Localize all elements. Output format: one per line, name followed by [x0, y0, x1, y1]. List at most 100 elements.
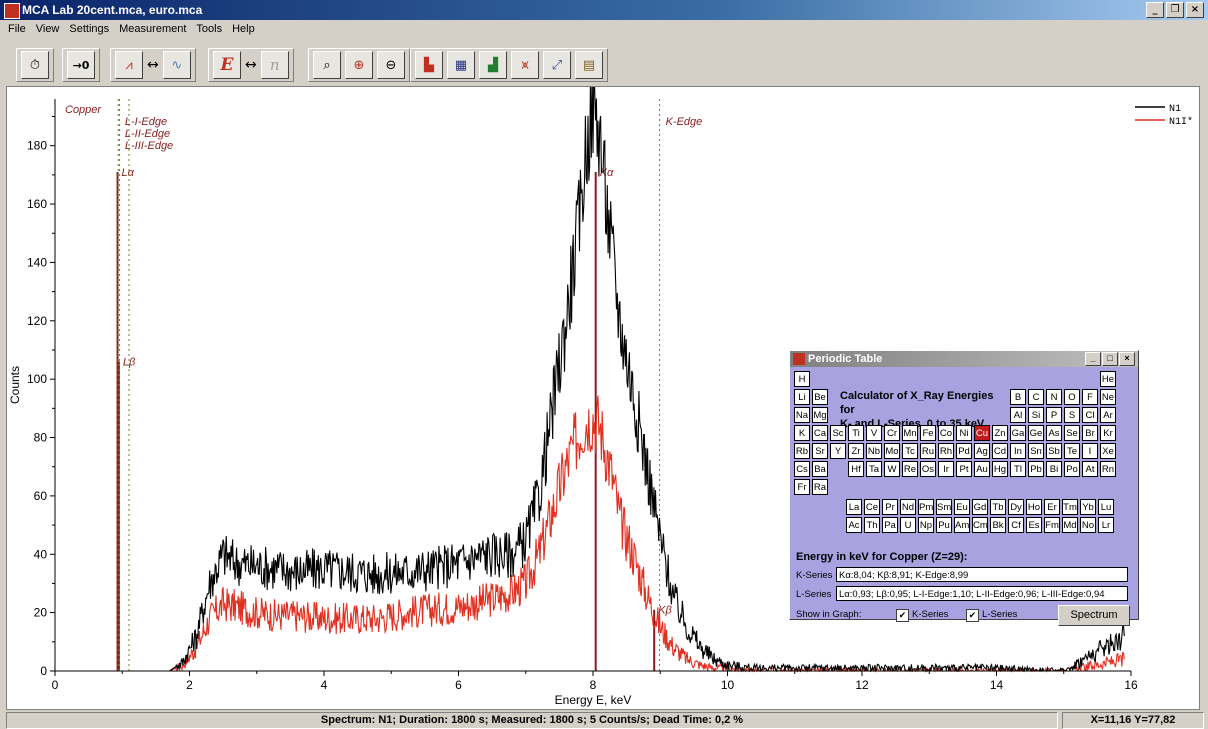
element-h[interactable]: H	[794, 371, 810, 387]
element-ni[interactable]: Ni	[956, 425, 972, 441]
element-be[interactable]: Be	[812, 389, 828, 405]
element-es[interactable]: Es	[1026, 517, 1042, 533]
menu-settings[interactable]: Settings	[69, 23, 110, 35]
element-p[interactable]: P	[1046, 407, 1062, 423]
element-sn[interactable]: Sn	[1028, 443, 1044, 459]
element-au[interactable]: Au	[974, 461, 990, 477]
element-lr[interactable]: Lr	[1098, 517, 1114, 533]
spectrum-tool-5-icon[interactable]: ⤢	[543, 51, 571, 79]
element-re[interactable]: Re	[902, 461, 918, 477]
element-i[interactable]: I	[1082, 443, 1098, 459]
spectrum-tool-1-icon[interactable]: ▙	[415, 51, 443, 79]
element-si[interactable]: Si	[1028, 407, 1044, 423]
periodic-table-titlebar[interactable]: Periodic Table _ □ ×	[790, 351, 1138, 367]
element-xe[interactable]: Xe	[1100, 443, 1116, 459]
element-gd[interactable]: Gd	[972, 499, 988, 515]
element-co[interactable]: Co	[938, 425, 954, 441]
element-ta[interactable]: Ta	[866, 461, 882, 477]
element-b[interactable]: B	[1010, 389, 1026, 405]
element-ge[interactable]: Ge	[1028, 425, 1044, 441]
element-bk[interactable]: Bk	[990, 517, 1006, 533]
peak-view-icon[interactable]: ⩘	[115, 51, 143, 79]
element-mo[interactable]: Mo	[884, 443, 900, 459]
zoom-fit-icon[interactable]: ⌕	[313, 51, 341, 79]
maximize-button[interactable]: □	[1102, 352, 1118, 366]
kseries-value-field[interactable]: Kα:8,04; Kβ:8,91; K-Edge:8,99	[836, 567, 1128, 582]
lseries-checkbox[interactable]: ✔	[966, 609, 979, 622]
periodic-table-dialog[interactable]: Periodic Table _ □ × Calculator of X_Ray…	[789, 350, 1139, 626]
element-ga[interactable]: Ga	[1010, 425, 1026, 441]
element-na[interactable]: Na	[794, 407, 810, 423]
element-n[interactable]: N	[1046, 389, 1062, 405]
element-se[interactable]: Se	[1064, 425, 1080, 441]
element-ac[interactable]: Ac	[846, 517, 862, 533]
element-la[interactable]: La	[846, 499, 862, 515]
element-v[interactable]: V	[866, 425, 882, 441]
element-sb[interactable]: Sb	[1046, 443, 1062, 459]
element-y[interactable]: Y	[830, 443, 846, 459]
element-bi[interactable]: Bi	[1046, 461, 1062, 477]
element-md[interactable]: Md	[1062, 517, 1078, 533]
element-u[interactable]: U	[900, 517, 916, 533]
smooth-view-icon[interactable]: ∿	[162, 51, 191, 79]
element-ag[interactable]: Ag	[974, 443, 990, 459]
element-po[interactable]: Po	[1064, 461, 1080, 477]
spectrum-chart[interactable]: CopperLαLβL-I-EdgeL-II-EdgeL-III-EdgeKαK…	[7, 87, 1199, 709]
element-rn[interactable]: Rn	[1100, 461, 1116, 477]
spectrum-tool-2-icon[interactable]: ▦	[447, 51, 475, 79]
menu-file[interactable]: File	[8, 23, 26, 35]
zoom-in-icon[interactable]: ⊕	[345, 51, 373, 79]
zoom-out-icon[interactable]: ⊖	[377, 51, 405, 79]
restore-button[interactable]: ❐	[1166, 2, 1184, 18]
element-rb[interactable]: Rb	[794, 443, 810, 459]
zero-offset-icon[interactable]: →0	[67, 51, 95, 79]
menu-tools[interactable]: Tools	[196, 23, 223, 35]
spectrum-tool-3-icon[interactable]: ▟	[479, 51, 507, 79]
element-ir[interactable]: Ir	[938, 461, 954, 477]
channel-axis-icon[interactable]: n	[260, 51, 289, 79]
element-nb[interactable]: Nb	[866, 443, 882, 459]
element-sr[interactable]: Sr	[812, 443, 828, 459]
element-fr[interactable]: Fr	[794, 479, 810, 495]
element-cs[interactable]: Cs	[794, 461, 810, 477]
element-mg[interactable]: Mg	[812, 407, 828, 423]
element-eu[interactable]: Eu	[954, 499, 970, 515]
element-zr[interactable]: Zr	[848, 443, 864, 459]
element-s[interactable]: S	[1064, 407, 1080, 423]
element-lu[interactable]: Lu	[1098, 499, 1114, 515]
element-br[interactable]: Br	[1082, 425, 1098, 441]
element-am[interactable]: Am	[954, 517, 970, 533]
close-button[interactable]: ×	[1186, 2, 1204, 18]
element-f[interactable]: F	[1082, 389, 1098, 405]
element-mn[interactable]: Mn	[902, 425, 918, 441]
menu-help[interactable]: Help	[232, 23, 255, 35]
element-ne[interactable]: Ne	[1100, 389, 1116, 405]
element-tb[interactable]: Tb	[990, 499, 1006, 515]
element-c[interactable]: C	[1028, 389, 1044, 405]
spectrum-tool-6-icon[interactable]: ▤	[575, 51, 603, 79]
element-ra[interactable]: Ra	[812, 479, 828, 495]
element-at[interactable]: At	[1082, 461, 1098, 477]
element-os[interactable]: Os	[920, 461, 936, 477]
element-fm[interactable]: Fm	[1044, 517, 1060, 533]
element-sm[interactable]: Sm	[936, 499, 952, 515]
element-k[interactable]: K	[794, 425, 810, 441]
element-in[interactable]: In	[1010, 443, 1026, 459]
element-pr[interactable]: Pr	[882, 499, 898, 515]
element-ho[interactable]: Ho	[1026, 499, 1042, 515]
kseries-checkbox[interactable]: ✔	[896, 609, 909, 622]
element-kr[interactable]: Kr	[1100, 425, 1116, 441]
menu-view[interactable]: View	[35, 23, 60, 35]
element-yb[interactable]: Yb	[1080, 499, 1096, 515]
lseries-value-field[interactable]: Lα:0,93; Lβ:0,95; L-I-Edge:1,10; L-II-Ed…	[836, 586, 1128, 601]
element-ti[interactable]: Ti	[848, 425, 864, 441]
element-pb[interactable]: Pb	[1028, 461, 1044, 477]
element-tl[interactable]: Tl	[1010, 461, 1026, 477]
element-hf[interactable]: Hf	[848, 461, 864, 477]
element-w[interactable]: W	[884, 461, 900, 477]
element-nd[interactable]: Nd	[900, 499, 916, 515]
element-pa[interactable]: Pa	[882, 517, 898, 533]
element-pt[interactable]: Pt	[956, 461, 972, 477]
element-he[interactable]: He	[1100, 371, 1116, 387]
element-hg[interactable]: Hg	[992, 461, 1008, 477]
